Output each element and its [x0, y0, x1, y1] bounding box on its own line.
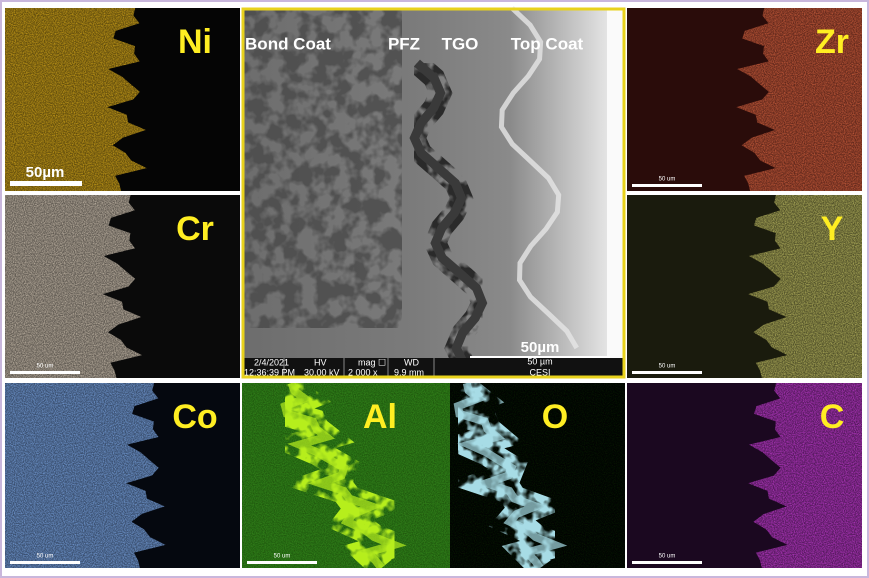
- info-text: 50 µm: [527, 356, 552, 366]
- map-panel: C 50 um: [627, 383, 862, 568]
- map-image: [627, 383, 862, 568]
- info-text: 2 000 x: [348, 367, 378, 377]
- map-image: [5, 383, 240, 568]
- info-text: WD: [404, 357, 419, 367]
- info-text: 12:36:39 PM: [244, 367, 295, 377]
- tgo-core: [409, 59, 488, 365]
- map-image: [627, 195, 862, 378]
- info-text: 9.9 mm: [394, 367, 424, 377]
- element-region-solid: [5, 383, 166, 568]
- sem-border: [241, 7, 626, 379]
- element-region: [748, 383, 862, 568]
- sem-scale-label: 50µm: [521, 339, 560, 356]
- map-image: [5, 8, 240, 191]
- layer-label: Bond Coat: [245, 34, 331, 53]
- map-panel: Y 50 um: [627, 195, 862, 378]
- element-label: Zr: [815, 23, 849, 61]
- element-region-solid: [748, 383, 862, 568]
- scale-bar: [10, 181, 82, 186]
- map-panel: O: [450, 383, 625, 568]
- sem-texture: [242, 8, 402, 328]
- scale-bar: [247, 561, 317, 564]
- map-image: [627, 8, 862, 191]
- element-label: Co: [172, 398, 217, 436]
- layer-label: PFZ: [388, 34, 420, 53]
- scale-label: 50µm: [26, 164, 65, 181]
- info-text: CESI: [529, 367, 550, 377]
- scale-label: 50 um: [37, 554, 54, 560]
- element-region-solid: [748, 195, 862, 378]
- element-region-solid: [5, 8, 147, 191]
- element-label: Y: [821, 210, 844, 248]
- element-region: [5, 383, 166, 568]
- element-label: Cr: [176, 210, 214, 248]
- sem-panel: Bond Coat PFZ TGO Top Coat 50µm 2/4/202112:36…: [241, 6, 626, 379]
- scale-bar: [632, 371, 702, 374]
- map-image: [5, 195, 240, 378]
- sem-right-edge: [607, 8, 625, 378]
- layer-label: Top Coat: [511, 34, 584, 53]
- map-panel: Ni 50µm: [5, 8, 240, 191]
- scale-label: 50 um: [659, 364, 676, 370]
- element-band-core: [453, 383, 568, 568]
- scale-label: 50 um: [659, 554, 676, 560]
- scale-label: 50 um: [274, 554, 291, 560]
- element-label: O: [542, 398, 568, 436]
- info-text: 2/4/2021: [254, 357, 289, 367]
- top-coat-edge: [498, 6, 579, 350]
- map-panel: Al 50 um: [242, 383, 450, 568]
- scale-bar: [10, 561, 80, 564]
- scale-bar: [10, 371, 80, 374]
- element-label: Al: [363, 398, 397, 436]
- info-text: mag ☐: [358, 357, 386, 367]
- element-region: [748, 195, 862, 378]
- scale-bar: [632, 184, 702, 187]
- element-region: [5, 8, 147, 191]
- info-text: HV: [314, 357, 327, 367]
- element-label: Ni: [178, 23, 212, 61]
- scale-bar: [632, 561, 702, 564]
- info-text: 30.00 kV: [304, 367, 340, 377]
- element-band-core: [280, 383, 407, 568]
- map-image: [242, 383, 450, 568]
- layer-label: TGO: [442, 34, 479, 53]
- scale-label: 50 um: [659, 177, 676, 183]
- element-region-solid: [736, 8, 862, 191]
- map-image: [450, 383, 625, 568]
- element-label: C: [820, 398, 845, 436]
- element-region: [736, 8, 862, 191]
- scale-label: 50 um: [37, 364, 54, 370]
- element-region-solid: [5, 195, 142, 378]
- element-region: [5, 195, 142, 378]
- map-panel: Zr 50 um: [627, 8, 862, 191]
- map-panel: Cr 50 um: [5, 195, 240, 378]
- map-panel: Co 50 um: [5, 383, 240, 568]
